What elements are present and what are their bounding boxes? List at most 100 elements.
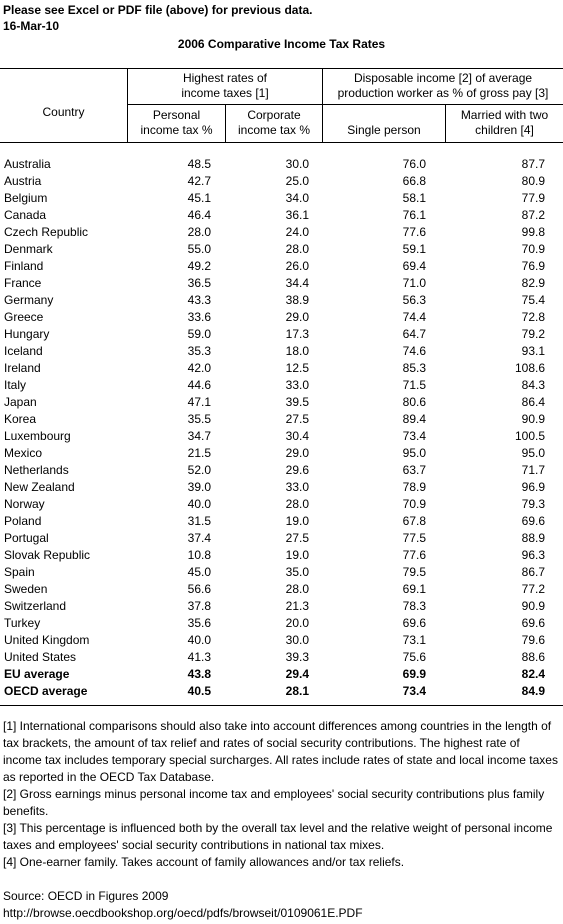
cell-single-person: 66.8: [402, 174, 426, 188]
table-row: Slovak Republic 10.8 19.0 77.6 96.3: [0, 547, 563, 564]
cell-corporate-tax: 36.1: [285, 208, 309, 222]
cell-country: Norway: [4, 497, 45, 511]
table-bottom-rule: [0, 705, 563, 706]
cell-single-person: 69.9: [402, 667, 426, 681]
table-row: Portugal 37.4 27.5 77.5 88.9: [0, 530, 563, 547]
cell-married-two-children: 76.9: [521, 259, 545, 273]
cell-country: Switzerland: [4, 599, 67, 613]
header-mid-rule: [127, 104, 563, 105]
cell-corporate-tax: 12.5: [285, 361, 309, 375]
cell-single-person: 67.8: [402, 514, 426, 528]
cell-single-person: 89.4: [402, 412, 426, 426]
cell-married-two-children: 79.6: [521, 633, 545, 647]
cell-corporate-tax: 30.0: [285, 157, 309, 171]
cell-single-person: 64.7: [402, 327, 426, 341]
cell-corporate-tax: 35.0: [285, 565, 309, 579]
cell-married-two-children: 80.9: [521, 174, 545, 188]
col-group-highest-rates-line1: Highest rates of: [182, 71, 268, 85]
cell-country: Spain: [4, 565, 35, 579]
cell-married-two-children: 88.9: [521, 531, 545, 545]
cell-country: Czech Republic: [4, 225, 89, 239]
table-row: Belgium 45.1 34.0 58.1 77.9: [0, 190, 563, 207]
cell-single-person: 74.6: [402, 344, 426, 358]
cell-country: Japan: [4, 395, 37, 409]
cell-personal-tax: 40.5: [187, 684, 211, 698]
cell-personal-tax: 39.0: [187, 480, 211, 494]
cell-married-two-children: 69.6: [521, 514, 545, 528]
cell-married-two-children: 86.7: [521, 565, 545, 579]
cell-single-person: 80.6: [402, 395, 426, 409]
cell-married-two-children: 99.8: [521, 225, 545, 239]
footnote-3: [3] This percentage is influenced both b…: [3, 821, 553, 852]
cell-personal-tax: 46.4: [187, 208, 211, 222]
cell-married-two-children: 72.8: [521, 310, 545, 324]
cell-single-person: 77.6: [402, 225, 426, 239]
cell-country: Hungary: [4, 327, 50, 341]
cell-single-person: 73.4: [402, 684, 426, 698]
table-row: Sweden 56.6 28.0 69.1 77.2: [0, 581, 563, 598]
table-row: Denmark 55.0 28.0 59.1 70.9: [0, 241, 563, 258]
cell-personal-tax: 36.5: [187, 276, 211, 290]
table-row: Germany 43.3 38.9 56.3 75.4: [0, 292, 563, 309]
cell-single-person: 63.7: [402, 463, 426, 477]
cell-corporate-tax: 24.0: [285, 225, 309, 239]
table-top-rule: [0, 68, 563, 69]
date-text: 16-Mar-10: [3, 19, 60, 33]
table-row: United States 41.3 39.3 75.6 88.6: [0, 649, 563, 666]
cell-personal-tax: 10.8: [187, 548, 211, 562]
cell-country: Mexico: [4, 446, 43, 460]
cell-married-two-children: 100.5: [514, 429, 545, 443]
footnote-4: [4] One-earner family. Takes account of …: [3, 855, 405, 869]
cell-personal-tax: 48.5: [187, 157, 211, 171]
cell-country: United Kingdom: [4, 633, 90, 647]
table-body: Australia 48.5 30.0 76.0 87.7 Austria 42.7 25.0…: [0, 156, 563, 700]
table-row: New Zealand 39.0 33.0 78.9 96.9: [0, 479, 563, 496]
cell-country: Italy: [4, 378, 27, 392]
cell-corporate-tax: 28.0: [285, 497, 309, 511]
cell-corporate-tax: 26.0: [285, 259, 309, 273]
header-divider-4: [445, 104, 446, 142]
cell-single-person: 75.6: [402, 650, 426, 664]
cell-country: Canada: [4, 208, 47, 222]
cell-corporate-tax: 34.4: [285, 276, 309, 290]
cell-married-two-children: 108.6: [514, 361, 545, 375]
cell-married-two-children: 71.7: [521, 463, 545, 477]
cell-country: Portugal: [4, 531, 49, 545]
cell-personal-tax: 37.4: [187, 531, 211, 545]
cell-corporate-tax: 27.5: [285, 412, 309, 426]
cell-corporate-tax: 39.3: [285, 650, 309, 664]
cell-country: Finland: [4, 259, 44, 273]
cell-married-two-children: 70.9: [521, 242, 545, 256]
cell-personal-tax: 35.3: [187, 344, 211, 358]
cell-single-person: 56.3: [402, 293, 426, 307]
cell-married-two-children: 77.2: [521, 582, 545, 596]
col-header-single: Single person: [347, 123, 421, 137]
cell-personal-tax: 59.0: [187, 327, 211, 341]
cell-country: EU average: [4, 667, 70, 681]
table-row: Ireland 42.0 12.5 85.3 108.6: [0, 360, 563, 377]
cell-country: Netherlands: [4, 463, 69, 477]
cell-corporate-tax: 33.0: [285, 480, 309, 494]
cell-country: Luxembourg: [4, 429, 71, 443]
cell-personal-tax: 43.3: [187, 293, 211, 307]
cell-single-person: 95.0: [402, 446, 426, 460]
cell-corporate-tax: 29.4: [285, 667, 309, 681]
cell-country: Slovak Republic: [4, 548, 91, 562]
table-row: Iceland 35.3 18.0 74.6 93.1: [0, 343, 563, 360]
cell-single-person: 85.3: [402, 361, 426, 375]
cell-corporate-tax: 29.6: [285, 463, 309, 477]
cell-single-person: 73.1: [402, 633, 426, 647]
cell-personal-tax: 42.0: [187, 361, 211, 375]
cell-single-person: 73.4: [402, 429, 426, 443]
cell-corporate-tax: 34.0: [285, 191, 309, 205]
notice-text: Please see Excel or PDF file (above) for…: [3, 3, 313, 17]
cell-corporate-tax: 19.0: [285, 514, 309, 528]
header-divider-3: [322, 68, 323, 142]
table-row: Spain 45.0 35.0 79.5 86.7: [0, 564, 563, 581]
cell-corporate-tax: 21.3: [285, 599, 309, 613]
cell-personal-tax: 55.0: [187, 242, 211, 256]
footnote-2: [2] Gross earnings minus personal income…: [3, 787, 545, 818]
cell-corporate-tax: 17.3: [285, 327, 309, 341]
col-group-disposable-income: Disposable income [2] of average product…: [323, 71, 563, 101]
col-group-highest-rates-line2: income taxes [1]: [181, 86, 269, 100]
